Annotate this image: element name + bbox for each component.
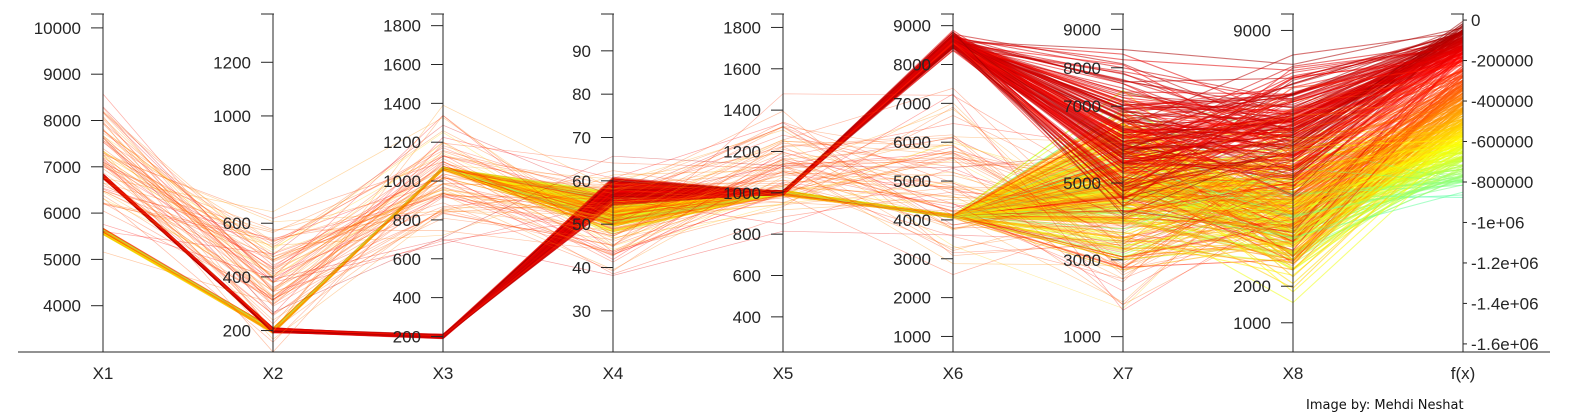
axis-title: f(x) [1451, 364, 1476, 383]
tick-label: 10000 [34, 19, 81, 38]
tick-label: 90 [572, 42, 591, 61]
tick-label: -1.6e+06 [1471, 335, 1539, 354]
tick-label: 50 [572, 215, 591, 234]
tick-label: 7000 [43, 158, 81, 177]
tick-label: 8000 [43, 111, 81, 130]
tick-label: 3000 [1063, 251, 1101, 270]
tick-label: 1200 [213, 53, 251, 72]
tick-label: 3000 [893, 250, 931, 269]
tick-label: 70 [572, 129, 591, 148]
axis-x7: 1000 3000 5000 7000 8000 9000 X7 [1063, 13, 1134, 383]
tick-label: 1200 [723, 142, 761, 161]
tick-label: 1600 [383, 56, 421, 75]
tick-label: 5000 [893, 172, 931, 191]
axis-title: X7 [1113, 364, 1134, 383]
axis-title: X6 [943, 364, 964, 383]
tick-label: 1000 [1233, 314, 1271, 333]
tick-label: 1200 [383, 133, 421, 152]
tick-label: 400 [223, 268, 251, 287]
tick-label: 40 [572, 259, 591, 278]
tick-label: 30 [572, 302, 591, 321]
tick-label: -800000 [1471, 173, 1533, 192]
tick-label: 1000 [213, 107, 251, 126]
axis-title: X1 [93, 364, 114, 383]
tick-label: 1400 [723, 101, 761, 120]
axis-x6: 1000 2000 3000 4000 5000 6000 7000 8000 9000 X6 [893, 13, 964, 383]
tick-label: 800 [393, 211, 421, 230]
tick-label: 800 [223, 161, 251, 180]
tick-label: 600 [733, 267, 761, 286]
axis-x5: 400 600 800 1000 1200 1400 1600 1800 X5 [723, 13, 794, 383]
tick-label: 0 [1471, 11, 1480, 30]
tick-label: 200 [223, 322, 251, 341]
tick-label: 4000 [43, 297, 81, 316]
axis-title: X5 [773, 364, 794, 383]
tick-label: -200000 [1471, 52, 1533, 71]
tick-label: 400 [733, 308, 761, 327]
tick-label: 1000 [1063, 328, 1101, 347]
tick-label: 9000 [43, 65, 81, 84]
tick-label: 7000 [1063, 97, 1101, 116]
axis-x4: 30 40 50 60 70 80 90 X4 [572, 13, 624, 383]
tick-label: 200 [393, 327, 421, 346]
tick-label: -600000 [1471, 133, 1533, 152]
tick-label: -1.2e+06 [1471, 254, 1539, 273]
axis-title: X3 [433, 364, 454, 383]
tick-label: 5000 [43, 250, 81, 269]
tick-label: -1e+06 [1471, 213, 1524, 232]
tick-label: 6000 [43, 204, 81, 223]
tick-label: 60 [572, 172, 591, 191]
axis-fx: -1.6e+06 -1.4e+06 -1.2e+06 -1e+06 -800000 -60… [1451, 11, 1539, 383]
axis-x3: 200 400 600 800 1000 1200 1400 1600 1800 X3 [383, 13, 454, 383]
tick-label: 7000 [893, 94, 931, 113]
tick-label: 1800 [383, 17, 421, 36]
tick-label: 400 [393, 289, 421, 308]
image-credit: Image by: Mehdi Neshat [1306, 398, 1464, 413]
tick-label: 2000 [893, 289, 931, 308]
tick-label: 1000 [383, 172, 421, 191]
tick-label: 5000 [1063, 174, 1101, 193]
tick-label: 1000 [893, 327, 931, 346]
axis-x1: 4000 5000 6000 7000 8000 9000 10000 X1 [34, 13, 114, 383]
tick-label: -1.4e+06 [1471, 294, 1539, 313]
tick-label: 2000 [1233, 277, 1271, 296]
tick-label: 1600 [723, 60, 761, 79]
tick-label: 9000 [1063, 20, 1101, 39]
tick-label: 9000 [1233, 21, 1271, 40]
tick-label: 600 [393, 250, 421, 269]
axis-x8: 1000 2000 9000 X8 [1233, 13, 1304, 383]
axes-layer: 40005000600070008000900010000X1200400600… [18, 11, 1550, 383]
axis-title: X4 [603, 364, 624, 383]
tick-label: -400000 [1471, 92, 1533, 111]
tick-label: 1800 [723, 18, 761, 37]
tick-label: 9000 [893, 17, 931, 36]
axis-title: X8 [1283, 364, 1304, 383]
tick-label: 1000 [723, 184, 761, 203]
tick-label: 8000 [1063, 59, 1101, 78]
axis-x2: 200 400 600 800 1000 1200 X2 [213, 13, 284, 383]
tick-label: 1400 [383, 94, 421, 113]
tick-label: 4000 [893, 211, 931, 230]
tick-label: 600 [223, 214, 251, 233]
tick-label: 8000 [893, 56, 931, 75]
tick-label: 80 [572, 85, 591, 104]
tick-label: 6000 [893, 133, 931, 152]
tick-label: 800 [733, 225, 761, 244]
axis-title: X2 [263, 364, 284, 383]
